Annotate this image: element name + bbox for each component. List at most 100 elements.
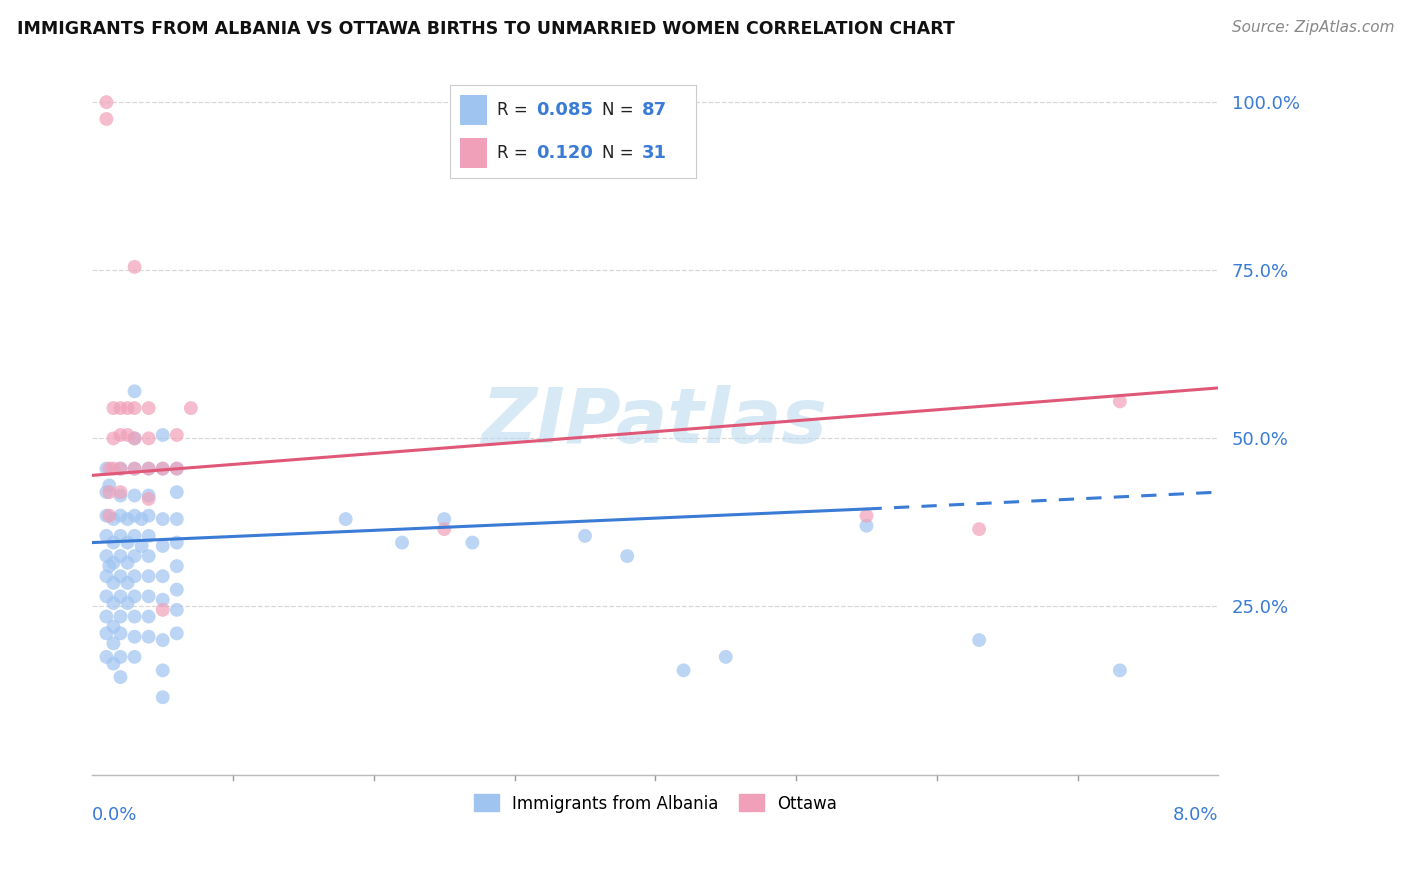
Point [96, 569, 118, 583]
Point [124, 489, 146, 503]
Point [98, 485, 121, 500]
Point [117, 428, 139, 442]
Point [138, 529, 160, 543]
Point [96, 549, 118, 563]
Point [96, 626, 118, 640]
Point [124, 630, 146, 644]
Point [124, 649, 146, 664]
Point [1109, 664, 1132, 678]
Point [103, 535, 125, 549]
Point [124, 569, 146, 583]
Point [166, 582, 188, 597]
Point [124, 461, 146, 475]
Point [96, 112, 118, 126]
Point [98, 478, 121, 492]
Point [96, 609, 118, 624]
Point [124, 590, 146, 604]
Point [166, 512, 188, 526]
Point [166, 535, 188, 549]
Point [110, 569, 132, 583]
Point [138, 489, 160, 503]
Text: 8.0%: 8.0% [1173, 806, 1219, 824]
Point [461, 535, 484, 549]
Point [110, 401, 132, 416]
Point [714, 649, 737, 664]
Point [616, 549, 638, 563]
Point [152, 428, 174, 442]
Point [98, 559, 121, 574]
Point [166, 428, 188, 442]
Point [124, 401, 146, 416]
Point [117, 596, 139, 610]
Point [138, 461, 160, 475]
Point [391, 535, 413, 549]
Text: Source: ZipAtlas.com: Source: ZipAtlas.com [1232, 20, 1395, 35]
Point [103, 401, 125, 416]
Point [672, 664, 695, 678]
Point [103, 576, 125, 591]
Point [124, 431, 146, 445]
Point [103, 596, 125, 610]
Point [124, 529, 146, 543]
Point [152, 569, 174, 583]
Point [1109, 394, 1132, 409]
Point [117, 512, 139, 526]
Point [124, 508, 146, 523]
Point [967, 522, 990, 536]
Point [131, 512, 153, 526]
Point [138, 609, 160, 624]
Text: 0.085: 0.085 [536, 101, 593, 119]
FancyBboxPatch shape [460, 138, 486, 168]
FancyBboxPatch shape [460, 95, 486, 125]
Text: 0.0%: 0.0% [93, 806, 138, 824]
Point [110, 485, 132, 500]
Point [166, 461, 188, 475]
Point [166, 485, 188, 500]
Point [110, 489, 132, 503]
Point [110, 508, 132, 523]
Text: 87: 87 [643, 101, 666, 119]
Point [138, 549, 160, 563]
Text: N =: N = [603, 101, 640, 119]
Point [96, 485, 118, 500]
Text: ZIPatlas: ZIPatlas [482, 384, 828, 458]
Point [124, 260, 146, 274]
Text: R =: R = [496, 101, 533, 119]
Point [152, 690, 174, 705]
Point [152, 461, 174, 475]
Text: N =: N = [603, 145, 640, 162]
Point [103, 512, 125, 526]
Text: 31: 31 [643, 145, 666, 162]
Point [103, 556, 125, 570]
Legend: Immigrants from Albania, Ottawa: Immigrants from Albania, Ottawa [467, 788, 844, 819]
Point [110, 428, 132, 442]
Point [110, 529, 132, 543]
Point [124, 549, 146, 563]
Text: R =: R = [496, 145, 533, 162]
Point [117, 535, 139, 549]
Point [138, 491, 160, 506]
Point [103, 636, 125, 650]
Point [96, 529, 118, 543]
Point [138, 431, 160, 445]
Point [110, 626, 132, 640]
Point [124, 431, 146, 445]
Point [138, 569, 160, 583]
Point [152, 539, 174, 553]
Point [98, 508, 121, 523]
Point [967, 633, 990, 648]
Point [110, 461, 132, 475]
Point [96, 649, 118, 664]
Point [124, 461, 146, 475]
Point [103, 431, 125, 445]
Point [152, 512, 174, 526]
Text: IMMIGRANTS FROM ALBANIA VS OTTAWA BIRTHS TO UNMARRIED WOMEN CORRELATION CHART: IMMIGRANTS FROM ALBANIA VS OTTAWA BIRTHS… [17, 20, 955, 37]
Point [110, 461, 132, 475]
Point [110, 670, 132, 684]
Point [96, 508, 118, 523]
Point [855, 518, 877, 533]
Point [855, 508, 877, 523]
Point [110, 590, 132, 604]
Point [124, 609, 146, 624]
Point [96, 590, 118, 604]
